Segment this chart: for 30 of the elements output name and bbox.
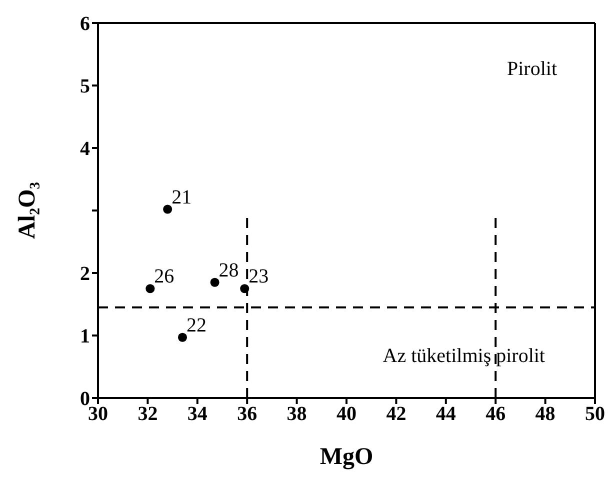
y-tick-label: 5	[80, 76, 90, 98]
point	[146, 284, 155, 294]
x-tick-label: 38	[286, 403, 307, 426]
x-tick-label: 50	[585, 403, 605, 426]
x-tick-label: 36	[237, 403, 258, 426]
point	[178, 332, 188, 342]
annotation: 23	[248, 266, 269, 288]
y-tick-label: 0	[80, 388, 90, 410]
y-tick-label: 6	[80, 13, 90, 36]
x-tick-label: 42	[386, 403, 406, 426]
annotation: Pirolit	[506, 58, 558, 80]
x-tick-label: 32	[138, 403, 158, 426]
annotation: 28	[218, 259, 239, 282]
x-tick-label: 44	[436, 403, 456, 426]
x-axis-title: MgO	[320, 444, 374, 470]
annotation: Az tüketilmiş pirolit	[382, 345, 546, 367]
x-tick-label: 34	[187, 403, 208, 426]
y-tick-label: 1	[80, 326, 90, 348]
point	[210, 278, 220, 287]
annotation: 22	[186, 314, 206, 336]
x-tick-label: 46	[486, 403, 506, 426]
annotation: 26	[154, 266, 174, 288]
y-tick-label: 2	[80, 263, 90, 286]
x-tick-label: 40	[336, 403, 356, 426]
y-tick-label: 4	[80, 138, 90, 160]
annotation: 21	[172, 186, 192, 208]
point	[163, 204, 172, 214]
x-tick-label: 30	[88, 403, 108, 426]
x-tick-label: 48	[535, 403, 556, 426]
y-axis-title: Al₂O₃	[14, 182, 41, 240]
